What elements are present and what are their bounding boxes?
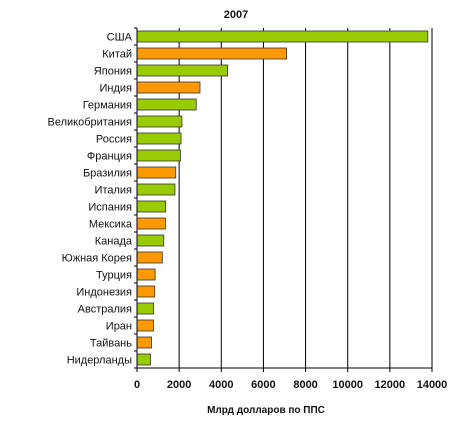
bar	[136, 336, 152, 349]
x-tick-label: 12000	[375, 379, 406, 391]
category-label: Франция	[87, 151, 132, 163]
category-label: Россия	[96, 134, 132, 146]
chart-title: 2007	[224, 9, 248, 21]
category-label: Индия	[99, 83, 132, 95]
bar	[136, 319, 154, 332]
category-label: Германия	[83, 100, 132, 112]
bar	[136, 200, 167, 213]
category-label: Тайвань	[90, 338, 132, 350]
category-label: Турция	[96, 270, 132, 282]
bar	[136, 183, 176, 196]
bar	[136, 47, 288, 60]
category-label: США	[107, 32, 133, 44]
x-tick-label: 10000	[332, 379, 363, 391]
bar	[136, 30, 429, 43]
category-label: Китай	[102, 49, 132, 61]
x-tick-label: 14000	[417, 379, 448, 391]
bar	[136, 115, 183, 128]
x-tick-label: 8000	[293, 379, 317, 391]
bars	[136, 30, 429, 366]
bar	[136, 251, 163, 264]
category-label: Испания	[88, 202, 132, 214]
category-label: Канада	[95, 236, 133, 248]
category-label: Мексика	[89, 219, 133, 231]
category-label: Нидерланды	[67, 355, 132, 367]
category-label: Италия	[95, 185, 133, 197]
category-label: Австралия	[78, 304, 132, 316]
bar	[136, 81, 201, 94]
category-label: Япония	[94, 66, 132, 78]
bar	[136, 353, 151, 366]
bar	[136, 234, 165, 247]
category-label: Бразилия	[83, 168, 132, 180]
category-label: Южная Корея	[62, 253, 132, 265]
bar	[136, 64, 229, 77]
x-tick-label: 4000	[209, 379, 233, 391]
x-tick-label: 0	[134, 379, 140, 391]
grid-lines	[178, 28, 433, 368]
category-label: Иран	[106, 321, 132, 333]
bar	[136, 302, 155, 315]
bar	[136, 149, 181, 162]
category-label: Индонезия	[76, 287, 132, 299]
axes	[134, 27, 433, 372]
bar	[136, 268, 156, 281]
bar	[136, 166, 177, 179]
x-axis-label: Млрд долларов по ППС	[207, 405, 325, 416]
category-labels: США Китай Япония Индия Германия Великобритани…	[48, 32, 133, 367]
x-tick-label: 2000	[167, 379, 191, 391]
bar	[136, 132, 182, 145]
x-tick-label: 6000	[251, 379, 275, 391]
x-tick-labels: 0 2000 4000 6000 8000 10000 12000 14000	[134, 379, 447, 391]
bar	[136, 98, 197, 111]
bar	[136, 217, 166, 230]
category-label: Великобритания	[48, 117, 133, 129]
bar	[136, 285, 156, 298]
